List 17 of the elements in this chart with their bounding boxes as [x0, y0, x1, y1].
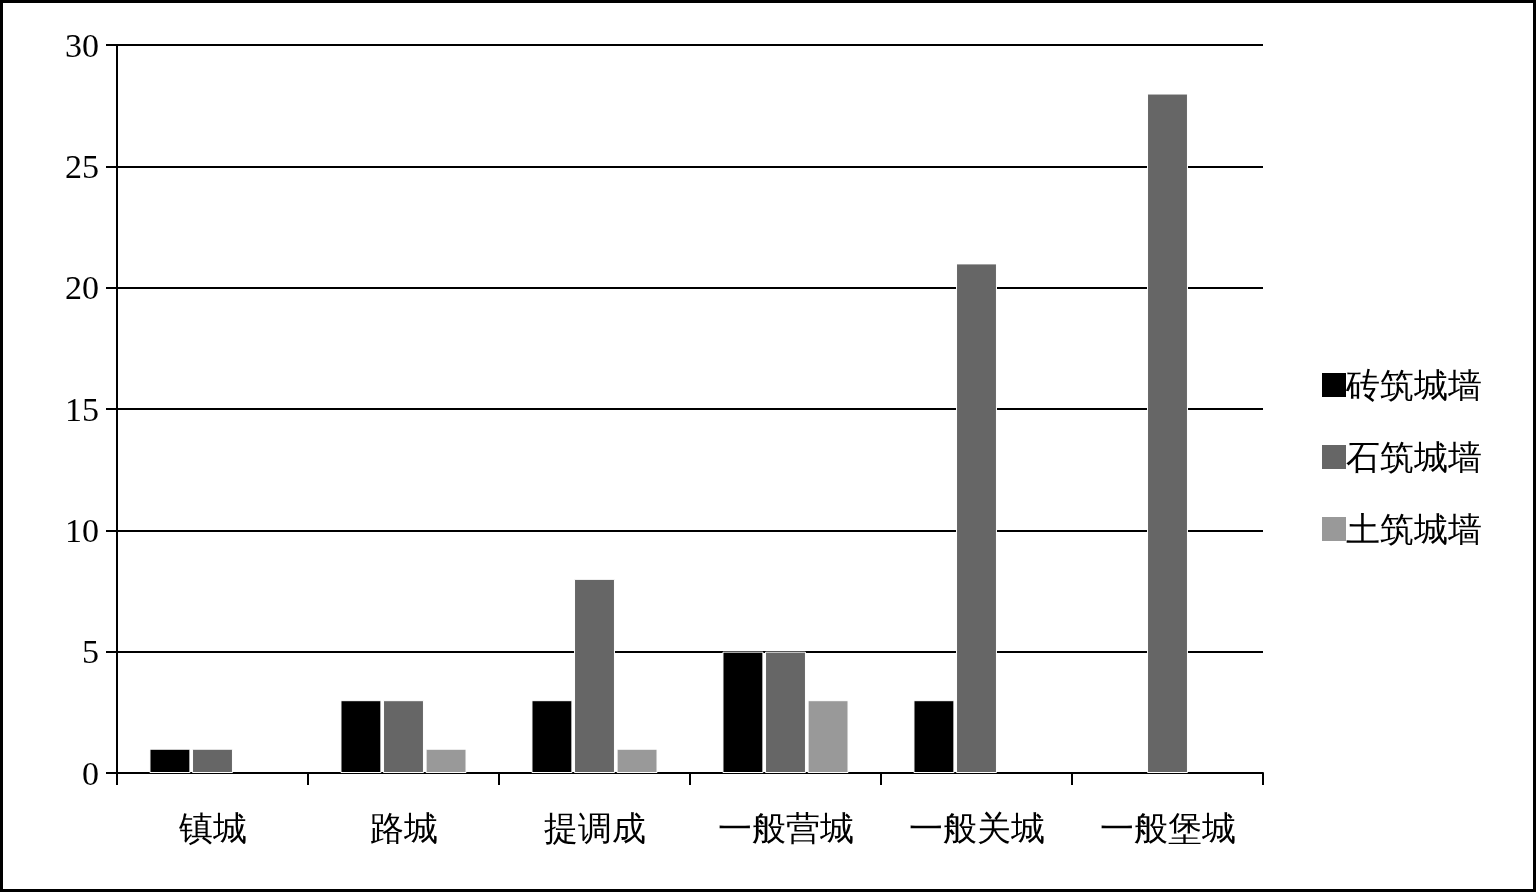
y-tick-label: 15: [65, 390, 99, 428]
x-tick-label: 一般关城: [908, 809, 1045, 847]
x-tick-label: 路城: [369, 809, 438, 847]
x-tick-label: 镇城: [177, 809, 247, 847]
y-tick-label: 5: [82, 633, 99, 671]
y-tick-label: 20: [65, 269, 99, 307]
x-tick-label: 一般营城: [717, 809, 854, 847]
x-tick-label: 提调成: [543, 809, 646, 847]
legend-label: 石筑城墙: [1346, 438, 1482, 476]
y-tick-label: 25: [65, 147, 99, 185]
y-tick-label: 0: [82, 754, 99, 792]
y-tick-label: 10: [65, 511, 99, 549]
legend-label: 土筑城墙: [1346, 510, 1482, 548]
x-tick-label: 一般堡城: [1099, 809, 1236, 847]
bar: [1147, 93, 1188, 773]
legend-label: 砖筑城墙: [1345, 366, 1482, 404]
y-tick-label: 30: [65, 26, 99, 64]
